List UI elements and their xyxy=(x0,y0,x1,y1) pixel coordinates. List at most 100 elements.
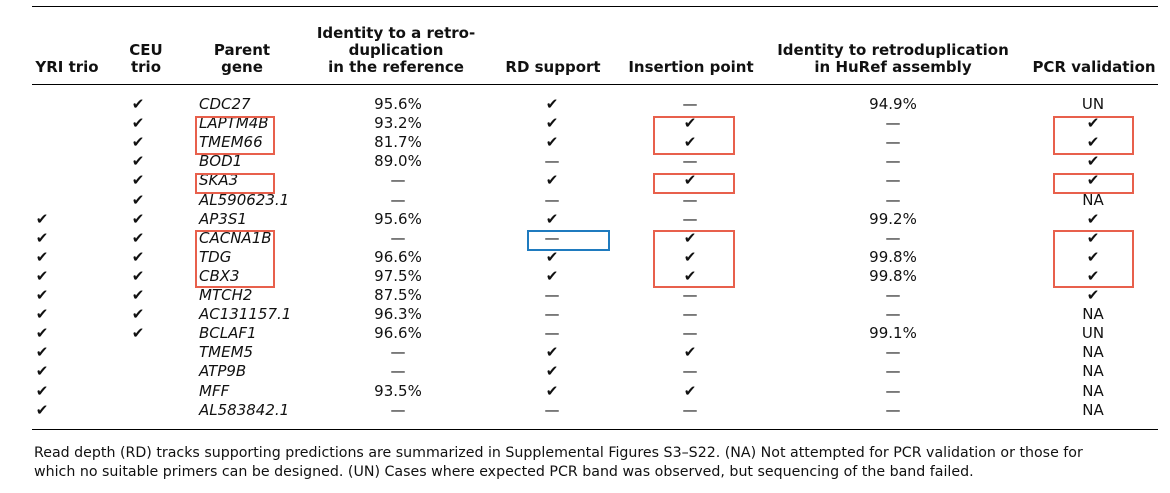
parent-gene-cell: AP3S1 xyxy=(199,209,247,228)
highlight-box-laptm4b-tmem66 xyxy=(195,116,275,155)
insertion-point-check-icon: ✔ xyxy=(683,247,697,266)
identity-reference-cell: 97.5% xyxy=(374,266,422,285)
parent-gene-cell: BCLAF1 xyxy=(199,324,257,343)
identity-huref-cell: 99.8% xyxy=(869,266,917,285)
table-footnote: Read depth (RD) tracks supporting predic… xyxy=(34,444,1160,482)
table-top-rule xyxy=(32,6,1158,7)
ceu-trio-check-icon: ✔ xyxy=(131,152,145,171)
insertion-point-check-icon: ✔ xyxy=(683,171,697,190)
yri-trio-check-icon: ✔ xyxy=(35,247,49,266)
rd-support-check-icon: ✔ xyxy=(545,209,559,228)
yri-trio-check-icon: ✔ xyxy=(35,209,49,228)
identity-reference-cell: 96.3% xyxy=(374,305,422,324)
rd-support-check-icon: ✔ xyxy=(545,343,559,362)
header-line: Identity to a retro- xyxy=(316,24,476,42)
identity-reference-cell: — xyxy=(390,400,406,419)
footnote-line: which no suitable primers can be designe… xyxy=(34,464,974,480)
rd-support-cell: — xyxy=(544,324,560,343)
yri-trio-check-icon: ✔ xyxy=(35,400,49,419)
pcr-validation-cell: NA xyxy=(1082,343,1104,362)
identity-huref-cell: — xyxy=(885,190,901,209)
parent-gene-cell: AL583842.1 xyxy=(199,400,290,419)
identity-huref-cell: — xyxy=(885,152,901,171)
header-line: duplication xyxy=(348,41,444,59)
yri-trio-check-icon: ✔ xyxy=(35,305,49,324)
table-row: ✔ AL590623.1 — — — — NA xyxy=(0,191,1170,210)
parent-gene-cell: TMEM66 xyxy=(199,133,263,152)
identity-reference-cell: — xyxy=(390,171,406,190)
header-ceu-trio: CEU trio xyxy=(16,18,276,76)
yri-trio-check-icon: ✔ xyxy=(35,228,49,247)
identity-huref-cell: — xyxy=(885,133,901,152)
header-rd-support: RD support xyxy=(423,18,683,76)
parent-gene-cell: TDG xyxy=(199,247,232,266)
pcr-validation-check-icon: ✔ xyxy=(1086,266,1100,285)
identity-reference-cell: — xyxy=(390,362,406,381)
yri-trio-check-icon: ✔ xyxy=(35,343,49,362)
header-pcr-validation: PCR validation xyxy=(964,18,1170,76)
header-identity-huref: Identity to retroduplication in HuRef ass… xyxy=(763,18,1023,76)
identity-reference-cell: 96.6% xyxy=(374,247,422,266)
header-line: RD support xyxy=(505,58,601,76)
parent-gene-cell: TMEM5 xyxy=(199,343,254,362)
rd-support-check-icon: ✔ xyxy=(545,362,559,381)
highlight-box-pcr-1 xyxy=(1053,116,1134,155)
header-yri-trio: YRI trio xyxy=(0,18,197,76)
pcr-validation-check-icon: ✔ xyxy=(1086,247,1100,266)
pcr-validation-check-icon: ✔ xyxy=(1086,114,1100,133)
header-line: YRI trio xyxy=(35,58,99,76)
yri-trio-check-icon: ✔ xyxy=(35,266,49,285)
identity-huref-cell: — xyxy=(885,343,901,362)
header-parent-gene: Parent gene xyxy=(112,18,372,76)
insertion-point-check-icon: ✔ xyxy=(683,114,697,133)
header-line: Insertion point xyxy=(628,58,754,76)
identity-reference-cell: 95.6% xyxy=(374,95,422,113)
table-row: ✔ ✔ BCLAF1 96.6% — — 99.1% UN xyxy=(0,324,1170,343)
table-row: ✔ ✔ AP3S1 95.6% ✔ — 99.2% ✔ xyxy=(0,210,1170,229)
insertion-point-check-icon: ✔ xyxy=(683,266,697,285)
yri-trio-check-icon: ✔ xyxy=(35,286,49,304)
table-row: ✔ ATP9B — ✔ — — NA xyxy=(0,362,1170,381)
identity-reference-cell: — xyxy=(390,343,406,362)
table-row: ✔ ✔ TDG 96.6% ✔ ✔ 99.8% ✔ xyxy=(0,248,1170,267)
parent-gene-cell: MFF xyxy=(199,381,230,400)
ceu-trio-check-icon: ✔ xyxy=(131,286,145,304)
rd-support-cell: — xyxy=(544,400,560,419)
header-line: Identity to retroduplication xyxy=(777,41,1009,59)
table-row: ✔ ✔ MTCH2 87.5% — — — ✔ xyxy=(0,286,1170,305)
insertion-point-cell: — xyxy=(682,286,698,304)
highlight-box-ska3 xyxy=(195,173,275,194)
header-identity-reference: Identity to a retro-duplication in the re… xyxy=(266,18,526,76)
rd-support-check-icon: ✔ xyxy=(545,114,559,133)
pcr-validation-cell: NA xyxy=(1082,190,1104,209)
rd-support-check-icon: ✔ xyxy=(545,381,559,400)
header-insertion-point: Insertion point xyxy=(561,18,821,76)
yri-trio-check-icon: ✔ xyxy=(35,362,49,381)
insertion-point-cell: — xyxy=(682,324,698,343)
insertion-point-cell: — xyxy=(682,190,698,209)
identity-huref-cell: 99.1% xyxy=(869,324,917,343)
ceu-trio-check-icon: ✔ xyxy=(131,171,145,190)
pcr-validation-cell: NA xyxy=(1082,381,1104,400)
ceu-trio-check-icon: ✔ xyxy=(131,114,145,133)
rd-support-check-icon: ✔ xyxy=(545,266,559,285)
rd-support-check-icon: ✔ xyxy=(545,247,559,266)
highlight-box-cacna1b-cbx3 xyxy=(195,230,275,288)
table-row: ✔ TMEM66 81.7% ✔ ✔ — ✔ xyxy=(0,133,1170,152)
insertion-point-cell: — xyxy=(682,95,698,113)
pcr-validation-cell: NA xyxy=(1082,362,1104,381)
table-row: ✔ ✔ CACNA1B — — ✔ — ✔ xyxy=(0,229,1170,248)
pcr-validation-cell: UN xyxy=(1081,324,1105,343)
pcr-validation-check-icon: ✔ xyxy=(1086,228,1100,247)
header-line: CEU xyxy=(129,41,163,59)
parent-gene-cell: ATP9B xyxy=(199,362,247,381)
identity-huref-cell: — xyxy=(885,381,901,400)
identity-huref-cell: — xyxy=(885,286,901,304)
parent-gene-cell: AL590623.1 xyxy=(199,190,290,209)
rd-support-check-icon: ✔ xyxy=(545,95,559,113)
parent-gene-cell: MTCH2 xyxy=(199,286,253,304)
rd-support-cell: — xyxy=(544,228,560,247)
yri-trio-check-icon: ✔ xyxy=(35,381,49,400)
identity-reference-cell: — xyxy=(390,190,406,209)
highlight-box-pcr-2 xyxy=(1053,173,1134,194)
